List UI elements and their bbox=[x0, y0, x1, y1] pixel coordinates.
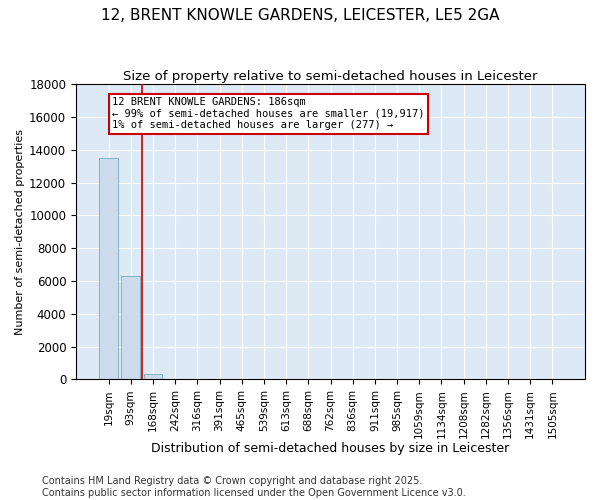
Bar bbox=[99, 158, 118, 380]
Bar bbox=[143, 374, 163, 380]
Y-axis label: Number of semi-detached properties: Number of semi-detached properties bbox=[15, 129, 25, 335]
Bar bbox=[166, 378, 185, 380]
Text: Contains HM Land Registry data © Crown copyright and database right 2025.
Contai: Contains HM Land Registry data © Crown c… bbox=[42, 476, 466, 498]
X-axis label: Distribution of semi-detached houses by size in Leicester: Distribution of semi-detached houses by … bbox=[151, 442, 509, 455]
Text: 12, BRENT KNOWLE GARDENS, LEICESTER, LE5 2GA: 12, BRENT KNOWLE GARDENS, LEICESTER, LE5… bbox=[101, 8, 499, 22]
Title: Size of property relative to semi-detached houses in Leicester: Size of property relative to semi-detach… bbox=[123, 70, 538, 83]
Text: 12 BRENT KNOWLE GARDENS: 186sqm
← 99% of semi-detached houses are smaller (19,91: 12 BRENT KNOWLE GARDENS: 186sqm ← 99% of… bbox=[112, 98, 424, 130]
Bar bbox=[121, 276, 140, 380]
